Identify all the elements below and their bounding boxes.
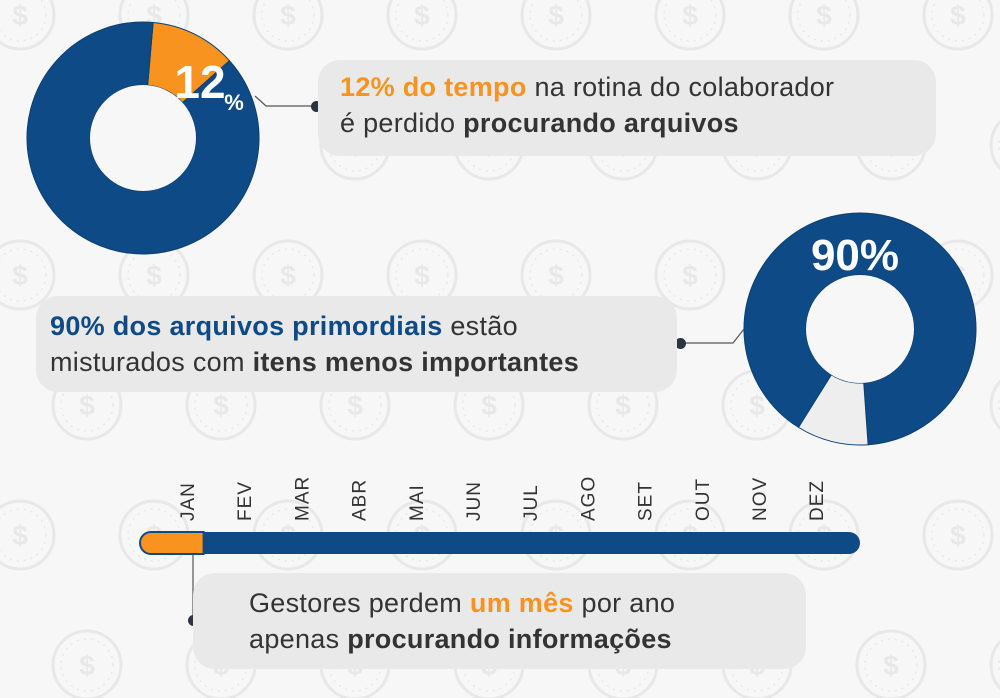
- callout-2-text: estão: [442, 311, 518, 341]
- compass-dollar-watermark-icon: $: [587, 369, 659, 441]
- timeline-month-jan: JAN: [178, 482, 199, 521]
- callout-3-bold: procurando informações: [347, 624, 672, 654]
- connector-2: [680, 328, 745, 344]
- callout-3-text-2: apenas: [249, 624, 348, 654]
- svg-text:$: $: [950, 520, 966, 551]
- svg-text:$: $: [79, 650, 95, 681]
- svg-text:$: $: [79, 390, 95, 421]
- timeline-month-out: OUT: [693, 478, 714, 521]
- timeline-bar-track: [140, 532, 860, 554]
- callout-1-line-1: 12% do tempo na rotina do colaborador: [340, 69, 936, 105]
- compass-dollar-watermark-icon: $: [51, 629, 123, 698]
- timeline-month-fev: FEV: [235, 481, 256, 521]
- callout-2-highlight: 90% dos arquivos primordiais: [50, 311, 443, 341]
- callout-3-highlight: um mês: [469, 588, 574, 618]
- compass-dollar-watermark-icon: $: [386, 0, 458, 51]
- svg-text:$: $: [481, 390, 497, 421]
- timeline-month-jul: JUL: [521, 484, 542, 521]
- compass-dollar-watermark-icon: $: [252, 0, 324, 51]
- timeline-month-set: SET: [636, 481, 657, 521]
- compass-dollar-watermark-icon: $: [654, 239, 726, 311]
- svg-text:$: $: [749, 390, 765, 421]
- timeline-month-abr: ABR: [350, 479, 371, 521]
- svg-text:$: $: [146, 260, 162, 291]
- donut-1-hole: [90, 85, 196, 191]
- callout-2-line-2: misturados com itens menos importantes: [50, 344, 677, 380]
- compass-dollar-watermark-icon: $: [989, 379, 1000, 431]
- compass-dollar-watermark-icon: $: [922, 0, 994, 51]
- svg-text:$: $: [883, 650, 899, 681]
- svg-text:$: $: [816, 0, 832, 31]
- compass-dollar-watermark-icon: $: [989, 639, 1000, 691]
- svg-text:$: $: [347, 390, 363, 421]
- timeline-month-mai: MAI: [407, 484, 428, 521]
- compass-dollar-watermark-icon: $: [922, 499, 994, 571]
- callout-1-text: na rotina do colaborador: [526, 72, 835, 102]
- svg-text:$: $: [414, 0, 430, 31]
- callout-3-text: Gestores perdem: [249, 588, 470, 618]
- svg-text:$: $: [615, 390, 631, 421]
- timeline-month-nov: NOV: [750, 477, 771, 521]
- timeline-month-jun: JUN: [464, 481, 485, 521]
- callout-1-bold: procurando arquivos: [463, 108, 739, 138]
- svg-text:$: $: [12, 0, 28, 31]
- timeline-bar-highlight: [139, 531, 205, 555]
- compass-dollar-watermark-icon: $: [0, 499, 56, 571]
- connector-dot-2: [675, 338, 686, 349]
- donut-2-label: 90%: [811, 231, 899, 280]
- callout-12-percent: 12% do tempo na rotina do colaborador é …: [318, 60, 936, 156]
- svg-text:$: $: [548, 260, 564, 291]
- timeline-month-mar: MAR: [292, 476, 313, 521]
- donut-1-label: 12: [174, 56, 225, 108]
- connector-1: [254, 95, 316, 107]
- timeline-month-ago: AGO: [578, 476, 599, 521]
- callout-um-mes: Gestores perdem um mês por ano apenas pr…: [193, 573, 806, 669]
- svg-text:$: $: [548, 0, 564, 31]
- svg-text:$: $: [682, 260, 698, 291]
- callout-2-bold: itens menos importantes: [252, 347, 580, 377]
- compass-dollar-watermark-icon: $: [989, 119, 1000, 171]
- timeline-month-dez: DEZ: [807, 480, 828, 521]
- callout-1-text-2: é perdido: [340, 108, 464, 138]
- compass-dollar-watermark-icon: $: [654, 0, 726, 51]
- callout-2-text-2: misturados com: [50, 347, 253, 377]
- svg-text:$: $: [682, 0, 698, 31]
- callout-3-line-1: Gestores perdem um mês por ano: [249, 585, 806, 621]
- svg-text:$: $: [280, 260, 296, 291]
- callout-1-highlight: 12% do tempo: [340, 72, 527, 102]
- compass-dollar-watermark-icon: $: [855, 629, 927, 698]
- donut-1-label-unit: %: [224, 90, 244, 115]
- svg-text:$: $: [280, 0, 296, 31]
- svg-text:$: $: [213, 390, 229, 421]
- callout-1-line-2: é perdido procurando arquivos: [340, 105, 936, 141]
- svg-text:$: $: [414, 260, 430, 291]
- compass-dollar-watermark-icon: $: [0, 239, 56, 311]
- compass-dollar-watermark-icon: $: [0, 0, 56, 51]
- svg-text:$: $: [12, 520, 28, 551]
- compass-dollar-watermark-icon: $: [788, 0, 860, 51]
- compass-dollar-watermark-icon: $: [520, 0, 592, 51]
- callout-3-line-2: apenas procurando informações: [249, 621, 806, 657]
- donut-2-hole: [806, 275, 914, 383]
- callout-90-percent: 90% dos arquivos primordiais estão mistu…: [36, 296, 677, 392]
- callout-2-line-1: 90% dos arquivos primordiais estão: [50, 308, 677, 344]
- svg-text:$: $: [950, 0, 966, 31]
- connector-dot-1: [311, 101, 322, 112]
- callout-3-text-rest: por ano: [573, 588, 676, 618]
- svg-text:$: $: [12, 260, 28, 291]
